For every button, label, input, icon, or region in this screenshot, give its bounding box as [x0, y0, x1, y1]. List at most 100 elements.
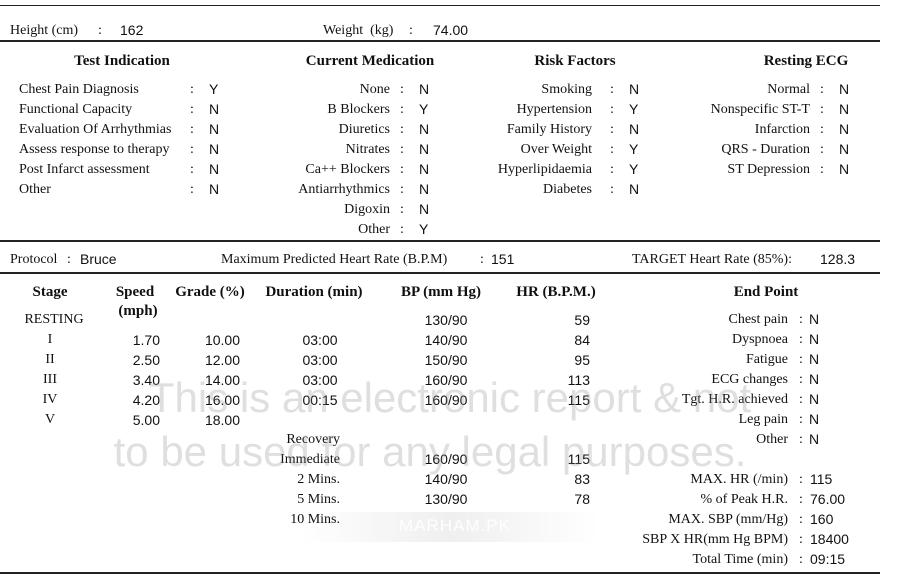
item-value: N	[839, 81, 850, 97]
item-label: Chest Pain Diagnosis	[19, 82, 139, 97]
mphr-label: Maximum Predicted Heart Rate (B.P.M)	[221, 252, 448, 267]
item-label: Hypertension	[516, 102, 592, 117]
section-title: Resting ECG	[763, 53, 849, 69]
stage-cell: 130/90	[424, 312, 468, 328]
stage-cell: 03:00	[302, 372, 338, 388]
stage-cell: 59	[574, 312, 590, 328]
separator: :	[799, 372, 803, 387]
separator: :	[820, 82, 824, 97]
rule	[0, 240, 880, 242]
item-value: N	[209, 181, 220, 197]
section-title: Current Medication	[305, 53, 435, 69]
item-value: N	[839, 121, 850, 137]
item-label: Post Infarct assessment	[19, 162, 150, 177]
end-point-value: N	[809, 411, 820, 427]
separator: :	[610, 102, 614, 117]
recovery-bp: 140/90	[424, 471, 468, 487]
item-label: B Blockers	[327, 102, 390, 117]
item-label: Ca++ Blockers	[305, 162, 390, 177]
end-point-label: Tgt. H.R. achieved	[681, 392, 788, 407]
weight-label: Weight (kg)	[323, 23, 394, 38]
end-point-value: N	[809, 391, 820, 407]
item-label: Smoking	[541, 82, 592, 97]
separator: :	[799, 532, 803, 547]
summary-label: MAX. SBP (mm/Hg)	[668, 512, 788, 527]
item-value: N	[839, 141, 850, 157]
recovery-time: Immediate	[280, 452, 340, 467]
stage-cell: 03:00	[302, 332, 338, 348]
item-value: N	[419, 201, 430, 217]
summary-value: 160	[810, 511, 834, 527]
mphr-value: 151	[491, 251, 515, 267]
column-header: Speed	[115, 284, 155, 300]
summary-value: 09:15	[810, 551, 846, 567]
stage-cell: 10.00	[204, 332, 240, 348]
item-label: Digoxin	[344, 202, 390, 217]
separator: :	[799, 352, 803, 367]
separator: :	[610, 122, 614, 137]
separator: :	[820, 122, 824, 137]
separator: :	[190, 82, 194, 97]
separator: :	[67, 252, 71, 267]
item-label: Other	[19, 182, 51, 197]
column-header: HR (B.P.M.)	[516, 284, 596, 300]
stage-name: IV	[42, 392, 58, 407]
separator: :	[190, 162, 194, 177]
item-value: N	[419, 81, 430, 97]
item-value: Y	[419, 221, 429, 237]
protocol-value: Bruce	[80, 251, 117, 267]
stage-cell: 03:00	[302, 352, 338, 368]
rule	[0, 5, 880, 6]
item-label: QRS - Duration	[721, 142, 810, 157]
summary-value: 18400	[810, 531, 849, 547]
item-label: Hyperlipidaemia	[497, 162, 592, 177]
item-value: N	[629, 121, 640, 137]
height-value: 162	[120, 22, 144, 38]
separator: :	[820, 102, 824, 117]
item-label: Normal	[767, 82, 810, 97]
separator: :	[799, 432, 803, 447]
height-label: Height (cm)	[10, 23, 79, 38]
item-value: N	[419, 141, 430, 157]
stage-name: RESTING	[24, 312, 84, 327]
item-label: Family History	[506, 122, 592, 137]
item-value: N	[209, 161, 220, 177]
end-point-label: Other	[756, 432, 788, 447]
separator: :	[799, 392, 803, 407]
item-value: Y	[629, 101, 639, 117]
end-point-value: N	[809, 371, 820, 387]
section-title: Test Indication	[74, 53, 170, 69]
separator: :	[190, 182, 194, 197]
weight-value: 74.00	[433, 22, 469, 38]
stage-cell: 00:15	[302, 392, 338, 408]
separator: :	[190, 122, 194, 137]
summary-label: SBP X HR(mm Hg BPM)	[642, 532, 788, 547]
stage-cell: 150/90	[424, 352, 468, 368]
target-label: TARGET Heart Rate (85%):	[632, 252, 792, 267]
summary-label: % of Peak H.R.	[700, 492, 789, 507]
column-header: Stage	[32, 284, 68, 300]
item-value: Y	[629, 161, 639, 177]
watermark: This is an electronic report & not	[148, 374, 752, 421]
summary-label: MAX. HR (/min)	[690, 472, 788, 487]
separator: :	[820, 142, 824, 157]
separator: :	[610, 142, 614, 157]
end-point-label: Leg pain	[738, 412, 788, 427]
stage-cell: 2.50	[132, 352, 160, 368]
separator: :	[400, 102, 404, 117]
separator: :	[799, 332, 803, 347]
section-title: Risk Factors	[534, 53, 616, 69]
stage-name: V	[44, 412, 56, 427]
item-label: None	[359, 82, 390, 97]
column-unit: (mph)	[118, 303, 158, 319]
summary-label: Total Time (min)	[692, 552, 788, 567]
end-point-value: N	[809, 351, 820, 367]
item-value: N	[419, 181, 430, 197]
recovery-hr: 115	[567, 451, 590, 467]
separator: :	[400, 162, 404, 177]
summary-value: 115	[810, 471, 833, 487]
separator: :	[799, 492, 803, 507]
stage-cell: 140/90	[424, 332, 468, 348]
item-label: Other	[358, 222, 390, 237]
